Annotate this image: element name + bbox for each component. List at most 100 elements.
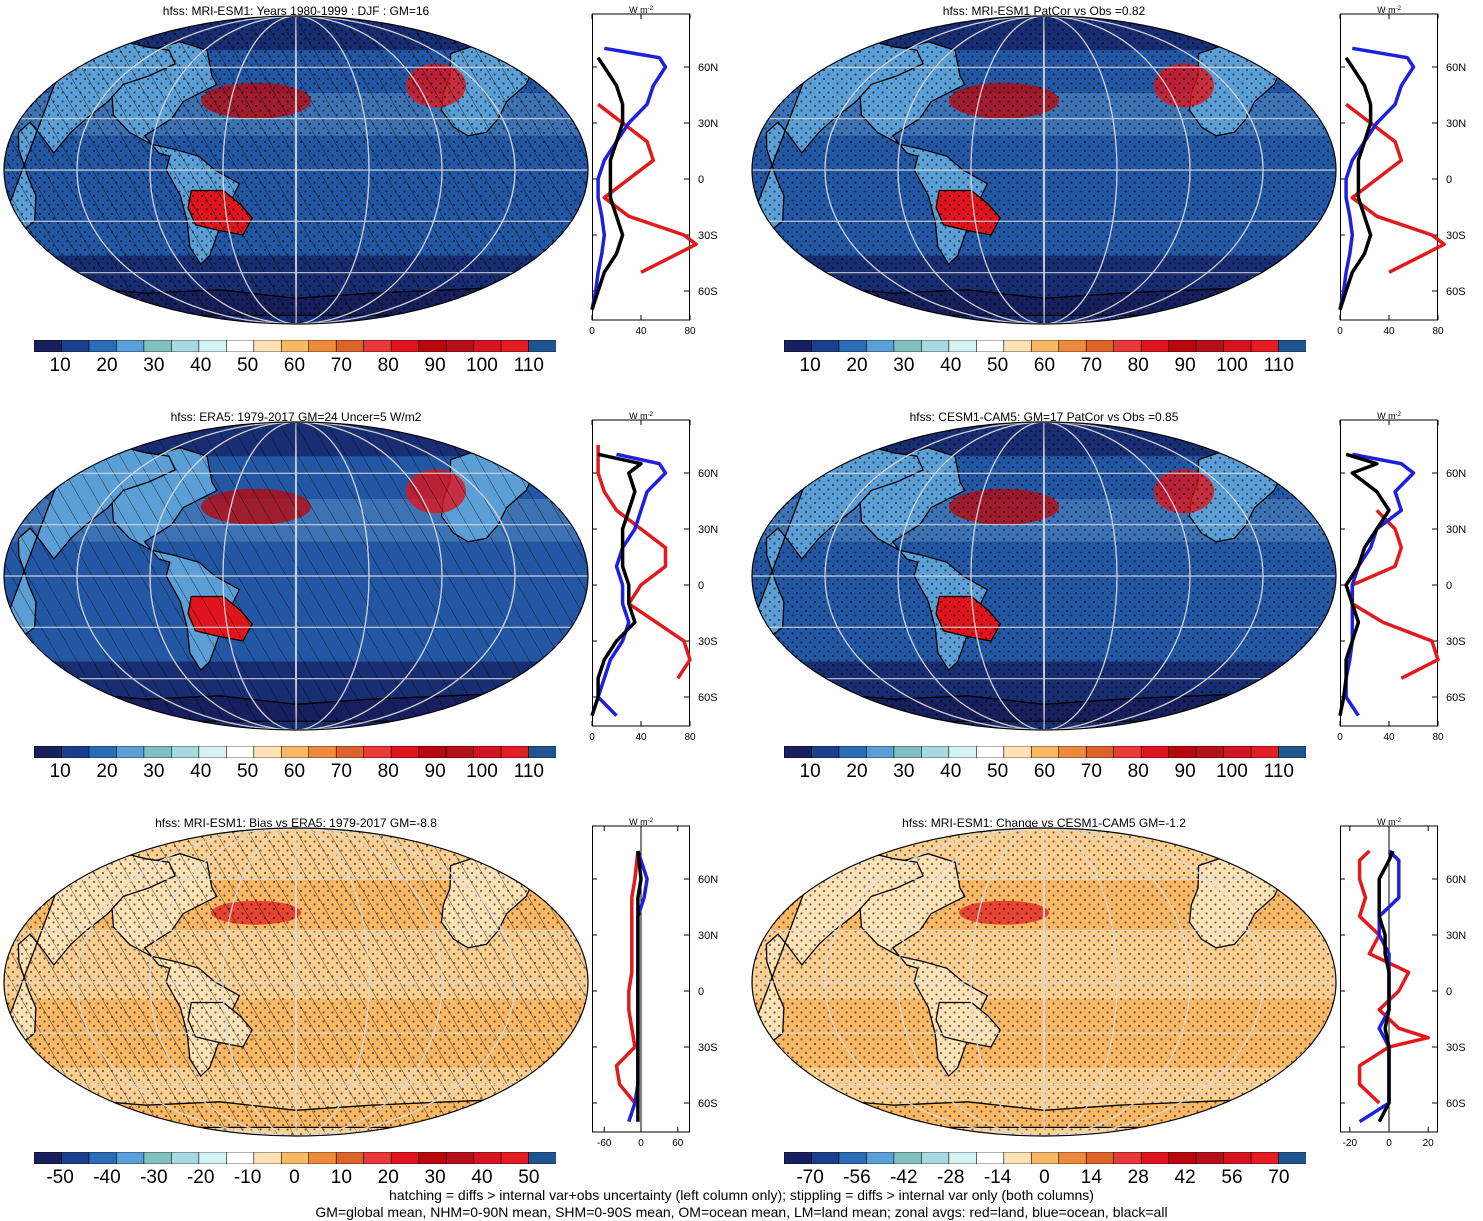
zonal-x-tick: 80 bbox=[684, 326, 696, 337]
zonal-unit-label: W m-2 bbox=[629, 5, 653, 15]
zonal-lat-tick: 30N bbox=[1446, 118, 1466, 130]
zonal-unit-label: W m-2 bbox=[1377, 5, 1401, 15]
colorbar-swatch bbox=[363, 745, 392, 759]
colorbar-swatch bbox=[171, 1151, 200, 1165]
colorbar-swatch bbox=[116, 339, 145, 353]
colorbar-swatch bbox=[253, 745, 283, 759]
colorbar-swatch bbox=[1250, 339, 1280, 353]
zonal-series-line bbox=[1338, 56, 1373, 311]
colorbar-swatch bbox=[921, 1151, 950, 1165]
colorbar-swatch bbox=[1085, 339, 1115, 353]
colorbar-label: -14 bbox=[983, 1167, 1012, 1188]
colorbar-swatch bbox=[1223, 1151, 1252, 1165]
colorbar-label: 30 bbox=[424, 1167, 446, 1188]
colorbar-swatch bbox=[1223, 339, 1252, 353]
colorbar-label: 40 bbox=[190, 761, 212, 782]
zonal-x-tick: 0 bbox=[1337, 732, 1343, 743]
colorbar-swatch bbox=[445, 745, 475, 759]
zonal-lat-tick: 60S bbox=[1446, 1098, 1466, 1110]
colorbar-label: 28 bbox=[1127, 1167, 1149, 1188]
panel-title: hfss: MRI-ESM1: Change vs CESM1-CAM5 GM=… bbox=[902, 816, 1186, 830]
zonal-x-tick: 40 bbox=[1383, 326, 1395, 337]
zonal-mean-plot: W m-2 60N 30N 0 30S 60S 0 40 80 bbox=[1337, 5, 1478, 347]
zonal-unit-label: W m-2 bbox=[1377, 817, 1401, 827]
colorbar-swatch bbox=[418, 745, 447, 759]
colorbar-swatch bbox=[1003, 339, 1033, 353]
colorbar-swatch bbox=[335, 339, 365, 353]
colorbar-swatch bbox=[811, 1151, 840, 1165]
colorbar-swatch bbox=[500, 745, 530, 759]
colorbar-label: -40 bbox=[93, 1167, 121, 1188]
colorbar-swatch bbox=[1113, 745, 1142, 759]
footer-line1: hatching = diffs > internal var+obs unce… bbox=[389, 1187, 1094, 1203]
colorbar-label: 50 bbox=[987, 355, 1009, 376]
map-plot bbox=[750, 420, 1338, 737]
colorbar-swatch bbox=[418, 1151, 447, 1165]
zonal-lat-tick: 60N bbox=[698, 62, 718, 74]
colorbar-container: 10 20 30 40 50 60 70 80 90 100 110 bbox=[783, 745, 1307, 785]
colorbar-swatch bbox=[1058, 1151, 1088, 1165]
zonal-x-tick: 20 bbox=[1423, 1138, 1435, 1149]
colorbar bbox=[33, 339, 557, 353]
colorbar-swatch bbox=[1085, 1151, 1115, 1165]
colorbar-label: -20 bbox=[186, 1167, 215, 1188]
colorbar-container: -50 -40 -30 -20 -10 0 10 20 30 40 50 bbox=[33, 1151, 557, 1191]
colorbar-label: 80 bbox=[1127, 355, 1149, 376]
colorbar-label: 30 bbox=[893, 761, 915, 782]
colorbar-swatch bbox=[308, 1151, 338, 1165]
panel-title: hfss: MRI-ESM1: Years 1980-1999 : DJF : … bbox=[162, 4, 430, 18]
colorbar-swatch bbox=[171, 339, 200, 353]
colorbar-label: 90 bbox=[424, 355, 446, 376]
colorbar-swatch bbox=[198, 1151, 228, 1165]
zonal-frame bbox=[1340, 13, 1438, 321]
colorbar-swatch bbox=[1278, 745, 1307, 759]
colorbar-swatch bbox=[1113, 339, 1142, 353]
colorbar-label: -56 bbox=[843, 1167, 871, 1188]
colorbar-swatch bbox=[1168, 745, 1197, 759]
zonal-lat-tick: 60N bbox=[1446, 62, 1466, 74]
colorbar-swatch bbox=[363, 339, 392, 353]
colorbar bbox=[33, 745, 557, 759]
colorbar-swatch bbox=[280, 1151, 310, 1165]
zonal-x-tick: 80 bbox=[1432, 732, 1444, 743]
zonal-series-line bbox=[590, 46, 668, 311]
colorbar-swatch bbox=[171, 745, 200, 759]
colorbar-label: 40 bbox=[190, 355, 212, 376]
colorbar-swatch bbox=[528, 339, 557, 353]
colorbar-swatch bbox=[226, 1151, 255, 1165]
zonal-series-line bbox=[596, 452, 668, 717]
colorbar-swatch bbox=[61, 1151, 90, 1165]
zonal-lat-tick: 30N bbox=[698, 118, 718, 130]
colorbar-label: 20 bbox=[846, 355, 868, 376]
zonal-series-line bbox=[1345, 102, 1446, 274]
colorbar-swatch bbox=[335, 745, 365, 759]
zonal-x-tick: -20 bbox=[1343, 1138, 1358, 1149]
zonal-lat-tick: 60N bbox=[698, 468, 718, 480]
zonal-x-tick: 0 bbox=[1337, 326, 1343, 337]
colorbar-swatch bbox=[500, 339, 530, 353]
colorbar bbox=[783, 339, 1307, 353]
zonal-lat-tick: 0 bbox=[698, 580, 704, 592]
colorbar-swatch bbox=[1058, 745, 1088, 759]
colorbar-swatch bbox=[33, 745, 63, 759]
colorbar-swatch bbox=[88, 339, 118, 353]
colorbar-swatch bbox=[976, 1151, 1005, 1165]
zonal-unit-label: W m-2 bbox=[1377, 411, 1401, 421]
zonal-x-tick: 80 bbox=[684, 732, 696, 743]
colorbar-label: 90 bbox=[424, 761, 446, 782]
colorbar-swatch bbox=[143, 339, 173, 353]
colorbar-swatch bbox=[308, 339, 338, 353]
zonal-frame bbox=[592, 13, 690, 321]
colorbar-swatch bbox=[1003, 1151, 1033, 1165]
panel-title: hfss: MRI-ESM1: Bias vs ERA5: 1979-2017 … bbox=[155, 816, 437, 830]
colorbar-swatch bbox=[390, 1151, 420, 1165]
colorbar-swatch bbox=[1030, 745, 1060, 759]
zonal-lat-tick: 30N bbox=[1446, 524, 1466, 536]
colorbar-label: 100 bbox=[466, 355, 498, 376]
colorbar-label: 10 bbox=[799, 355, 821, 376]
colorbar-swatch bbox=[33, 1151, 63, 1165]
colorbar-swatch bbox=[783, 1151, 813, 1165]
colorbar bbox=[33, 1151, 557, 1165]
colorbar-swatch bbox=[528, 1151, 557, 1165]
colorbar-label: 30 bbox=[143, 761, 165, 782]
